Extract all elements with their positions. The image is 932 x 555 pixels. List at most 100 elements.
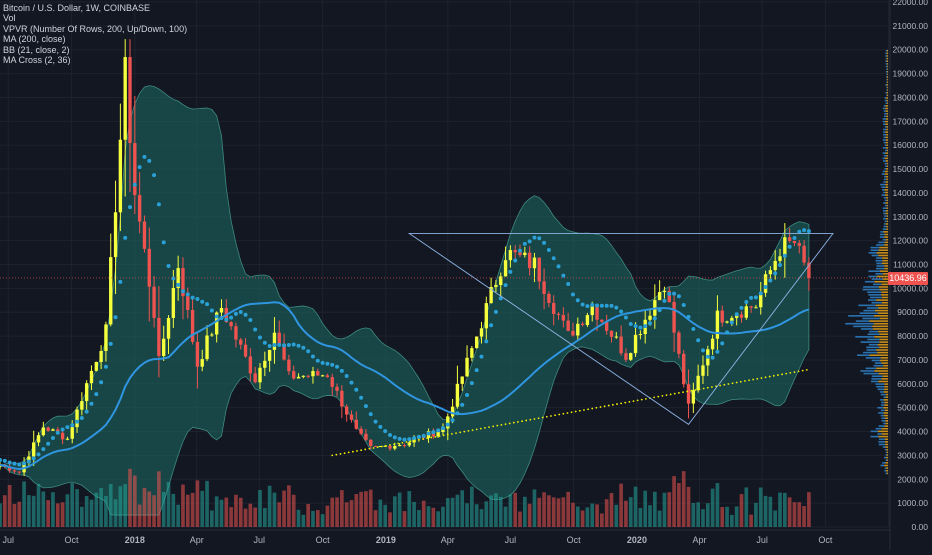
vpvr-bar-up — [884, 409, 888, 412]
vpvr-bar-down — [884, 215, 887, 217]
volume-bar — [758, 487, 763, 527]
trend-dot — [484, 426, 486, 429]
candle-body — [133, 143, 137, 196]
trend-dot — [446, 433, 449, 436]
trend-dot — [748, 379, 750, 382]
x-tick-label: Jul — [756, 535, 768, 545]
candle-body — [455, 383, 460, 407]
candle-body — [263, 360, 267, 368]
legend-ma-cross[interactable]: MA Cross (2, 36) — [3, 55, 71, 66]
volume-bar — [667, 492, 672, 527]
ma-cross-dot — [94, 392, 99, 397]
trend-dot — [616, 403, 618, 405]
candle-body — [344, 406, 349, 415]
vpvr-bar-down — [875, 427, 882, 430]
vpvr-bar-up — [880, 357, 888, 359]
volume-bar — [600, 513, 604, 527]
legend-vpvr[interactable]: VPVR (Number Of Rows, 200, Up/Down, 100) — [3, 23, 188, 34]
ma-cross-dot — [60, 427, 65, 432]
ma-cross-dot — [734, 312, 739, 317]
vpvr-bar-down — [882, 147, 887, 149]
candle-body — [580, 323, 585, 325]
ma-cross-dot — [715, 349, 720, 354]
volume-bar — [522, 496, 527, 527]
vpvr-bar-down — [876, 267, 885, 270]
vpvr-bar-up — [884, 244, 888, 246]
legend-volume[interactable]: Vol — [3, 13, 16, 24]
ma-cross-dot — [566, 282, 571, 287]
volume-bar — [590, 503, 595, 527]
vpvr-bar-up — [876, 367, 888, 370]
vpvr-bar-up — [884, 189, 888, 191]
ma-cross-dot — [652, 316, 657, 321]
vpvr-bar-up — [885, 446, 888, 448]
volume-bar — [397, 492, 402, 527]
candle-body — [436, 432, 440, 437]
vpvr-bar-down — [868, 275, 877, 278]
vpvr-bar-up — [887, 73, 888, 76]
volume-bar — [392, 496, 397, 527]
vpvr-bar-down — [877, 388, 885, 391]
vpvr-bar-up — [887, 78, 888, 81]
trend-dot — [372, 447, 375, 449]
vpvr-bar-up — [886, 115, 888, 118]
vpvr-bar-up — [884, 388, 888, 391]
volume-bar — [547, 495, 551, 527]
volume-bar — [417, 510, 421, 527]
volume-bar — [359, 491, 363, 527]
candle-body — [499, 276, 503, 286]
volume-bar — [46, 500, 50, 527]
candle-body — [142, 221, 147, 249]
vpvr-bar-up — [885, 181, 888, 183]
volume-bar — [773, 510, 778, 527]
x-tick-label: Jul — [254, 535, 266, 545]
ma-cross-dot — [739, 305, 744, 310]
vpvr-bar-down — [880, 404, 885, 406]
vpvr-bar-up — [886, 469, 888, 472]
ma-cross-dot — [190, 295, 195, 300]
vpvr-bar-up — [885, 417, 888, 420]
volume-bar — [624, 500, 628, 527]
trend-dot — [558, 413, 561, 416]
vpvr-bar-up — [872, 325, 888, 328]
legend-ma[interactable]: MA (200, close) — [3, 34, 66, 45]
vpvr-bar-up — [878, 254, 888, 257]
legend-symbol-title[interactable]: Bitcoin / U.S. Dollar, 1W, COINBASE — [3, 3, 151, 13]
volume-bar — [628, 497, 633, 527]
trend-dot — [735, 381, 738, 384]
vpvr-bar-up — [885, 393, 888, 396]
volume-bar — [137, 504, 142, 527]
vpvr-bar-down — [866, 349, 877, 351]
x-tick-label: Apr — [693, 535, 707, 545]
trend-dot — [479, 427, 482, 430]
chart-legend: Bitcoin / U.S. Dollar, 1W, COINBASE Vol … — [3, 3, 187, 65]
vpvr-bar-up — [876, 299, 888, 301]
candle-body — [556, 313, 561, 316]
ma-cross-dot — [436, 428, 441, 433]
vpvr-bar-up — [884, 438, 888, 441]
trend-dot — [764, 376, 767, 379]
ma-cross-dot — [79, 416, 84, 421]
ma-cross-dot — [720, 341, 725, 346]
trend-dot — [554, 414, 556, 417]
candle-body — [489, 286, 493, 304]
vpvr-bar-down — [884, 448, 887, 451]
volume-bar — [354, 494, 359, 527]
volume-bar — [22, 481, 26, 527]
trend-dot — [533, 418, 536, 420]
vpvr-bar-down — [884, 112, 887, 115]
vpvr-bar-down — [883, 160, 886, 162]
vpvr-bar-down — [871, 278, 883, 280]
vpvr-bar-up — [886, 467, 888, 469]
ma-cross-dot — [272, 343, 277, 348]
candle-body — [80, 401, 84, 410]
trend-dot — [368, 447, 371, 450]
vpvr-bar-down — [884, 97, 887, 99]
ma-cross-dot — [166, 263, 171, 268]
candle-body — [325, 375, 330, 378]
legend-bb[interactable]: BB (21, close, 2) — [3, 44, 70, 55]
vpvr-bar-down — [855, 320, 870, 322]
vpvr-bar-up — [886, 149, 888, 152]
